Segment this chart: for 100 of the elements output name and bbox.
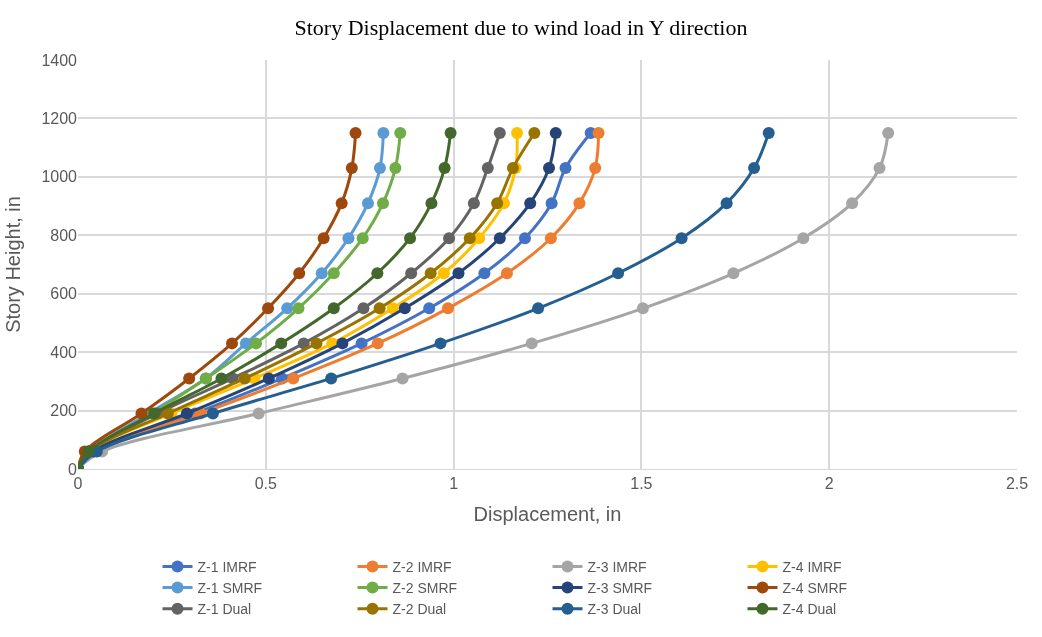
point [293,267,306,280]
point [404,232,417,245]
point [434,337,447,350]
point [226,337,238,350]
legend-label: Z-2 IMRF [392,558,452,575]
point [252,407,265,420]
point [573,197,586,210]
point [398,302,411,315]
point [524,197,537,210]
y-tick-label: 800 [50,226,78,244]
legend-label: Z-1 IMRF [197,558,257,575]
point [748,162,761,175]
x-tick-label: 1 [449,475,459,493]
point [423,302,436,315]
point [345,162,358,175]
point [797,232,810,245]
point [463,232,476,245]
point [444,127,457,140]
y-axis-title: Story Height, in [1,196,24,333]
point [355,337,368,350]
point [349,127,362,140]
point [443,232,456,245]
point [720,197,733,210]
legend-label: Z-2 SMRF [392,580,458,597]
point [441,302,454,315]
point [518,232,531,245]
point [161,407,174,420]
point [292,302,305,315]
x-tick-label: 2.5 [1005,475,1029,493]
point [549,127,562,140]
point [727,267,740,280]
y-tick-label: 400 [50,343,78,361]
point [310,337,323,350]
y-tick-label: 600 [50,285,78,303]
point [336,337,349,350]
point [424,267,437,280]
x-axis-title: Displacement, in [473,502,622,525]
point [361,197,374,210]
point [511,127,524,140]
point [356,232,369,245]
point [262,302,275,315]
point [481,162,494,175]
point [287,372,300,385]
y-tick-label: 1400 [41,51,78,69]
point [478,267,491,280]
point [394,127,407,140]
point [206,407,219,420]
legend-label: Z-3 IMRF [587,558,647,575]
point [377,197,389,210]
point [215,372,228,385]
point [675,232,688,245]
legend-label: Z-3 SMRF [587,580,653,597]
point [357,302,370,315]
point [545,197,558,210]
point [315,267,328,280]
chart-title: Story Displacement due to wind load in Y direction [294,14,748,40]
legend-label: Z-4 Dual [782,601,837,618]
point [493,232,506,245]
point [250,337,263,350]
point [275,337,288,350]
point [396,372,409,385]
y-tick-label: 200 [50,402,78,420]
point [559,162,572,175]
x-tick-label: 2 [824,475,834,493]
point [493,127,506,140]
point [636,302,649,315]
point [335,197,348,210]
point [405,267,418,280]
x-tick-label: 1.5 [630,475,653,493]
point [342,232,355,245]
point [371,337,384,350]
point [532,302,545,315]
point [373,302,386,315]
point [183,372,196,385]
point [438,162,451,175]
point [612,267,625,280]
legend-label: Z-2 Dual [392,601,447,618]
point [762,127,775,140]
point [544,232,557,245]
point [491,197,504,210]
point [467,197,480,210]
point [386,302,399,315]
point [317,232,330,245]
legend-label: Z-1 SMRF [197,580,263,597]
point [327,267,340,280]
point [500,267,513,280]
point [882,127,895,140]
point [452,267,465,280]
point [135,407,148,420]
legend-label: Z-3 Dual [587,601,642,618]
point [377,127,390,140]
point [373,162,386,175]
x-tick-label: 0.5 [254,475,278,493]
point [425,197,438,210]
legend-label: Z-4 SMRF [782,580,848,597]
point [325,372,338,385]
point [846,197,859,210]
point [589,162,602,175]
y-tick-label: 1200 [41,110,78,128]
point [873,162,886,175]
